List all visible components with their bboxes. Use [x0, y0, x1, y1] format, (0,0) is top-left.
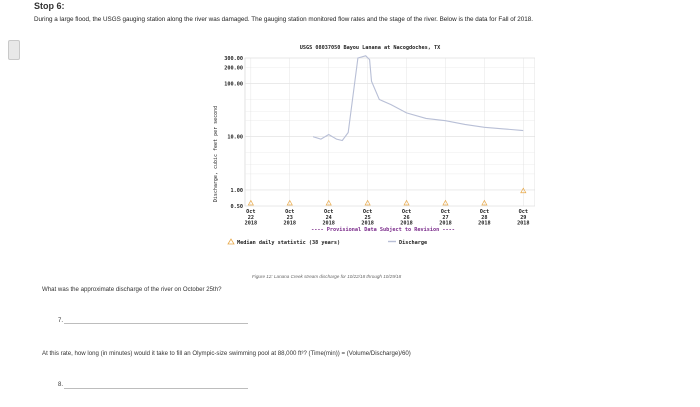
x-tick-label: Oct 27 2018	[439, 209, 452, 227]
x-tick-label-part: Oct	[363, 209, 372, 215]
x-tick-label-part: Oct	[519, 209, 528, 215]
side-panel-handle[interactable]	[8, 40, 20, 60]
median-marker	[325, 199, 332, 206]
y-tick-label: 1.00	[231, 188, 244, 194]
y-tick-label: 300.00	[224, 56, 243, 62]
discharge-line	[312, 55, 524, 142]
legend-median-label: Median daily statistic (38 years)	[237, 240, 340, 246]
y-tick-label: 200.00	[224, 65, 243, 71]
x-tick-label-part: Oct	[285, 209, 294, 215]
x-tick-label: Oct 22 2018	[245, 209, 258, 227]
x-tick-label-part: 2018	[400, 221, 413, 227]
median-marker	[247, 199, 254, 206]
median-marker	[442, 199, 449, 206]
x-tick-label: Oct 29 2018	[517, 209, 530, 227]
x-tick-label-part: 2018	[361, 221, 374, 227]
x-tick-label-part: 28	[481, 215, 487, 221]
y-tick-label: 0.50	[231, 204, 244, 210]
answer-line-8[interactable]	[64, 388, 248, 389]
x-tick-label-part: 2018	[439, 221, 452, 227]
y-tick-label: 10.00	[227, 135, 243, 141]
rate-prompt: At this rate, how long (in minutes) woul…	[42, 350, 411, 357]
y-tick-label: 100.00	[224, 81, 243, 87]
median-marker	[286, 199, 293, 206]
x-tick-label-part: Oct	[402, 209, 411, 215]
x-tick-label-part: 2018	[245, 221, 258, 227]
annotation-text: Provisional Data Subject to Revision	[327, 226, 439, 233]
question-8-number: 8.	[58, 382, 64, 388]
median-marker	[403, 199, 410, 206]
x-tick-label: Oct 23 2018	[284, 209, 297, 227]
x-tick-label-part: 29	[520, 215, 526, 221]
x-tick-label: Oct 28 2018	[478, 209, 491, 227]
answer-line-7[interactable]	[64, 323, 248, 324]
provisional-annotation: ---- Provisional Data Subject to Revisio…	[311, 226, 455, 233]
annotation-dash-right: ----	[439, 227, 455, 233]
median-marker	[520, 187, 527, 194]
grid-lines	[245, 57, 535, 207]
median-marker	[481, 199, 488, 206]
figure-caption: Figure 12: Lanana Creek stream discharge…	[252, 274, 402, 279]
x-tick-label-part: Oct	[441, 209, 450, 215]
legend-discharge-label: Discharge	[399, 240, 427, 246]
x-tick-label-part: Oct	[324, 209, 333, 215]
x-tick-label-part: Oct	[480, 209, 489, 215]
x-tick-label-part: 26	[403, 215, 409, 221]
x-tick-label-part: 25	[364, 215, 370, 221]
x-tick-label-part: 27	[442, 215, 448, 221]
x-tick-label: Oct 25 2018	[361, 209, 374, 227]
annotation-dash-left: ----	[311, 227, 327, 233]
x-tick-label-part: 2018	[517, 221, 530, 227]
legend: Median daily statistic (38 years) Discha…	[227, 238, 427, 246]
data-series	[247, 55, 527, 206]
chart-title: USGS 08037050 Bayou Lanana at Nacogdoche…	[300, 45, 441, 51]
x-tick-label-part: 2018	[478, 221, 491, 227]
intro-text: During a large flood, the USGS gauging s…	[34, 16, 534, 23]
x-tick-label-part: 2018	[284, 221, 297, 227]
y-tick-labels: 300.00 200.00 100.00 10.00 1.00 0.50	[224, 56, 243, 210]
step-title: Stop 6:	[34, 1, 65, 11]
x-tick-label: Oct 24 2018	[322, 209, 335, 227]
x-tick-label-part: 24	[326, 215, 332, 221]
x-tick-label-part: 23	[287, 215, 293, 221]
legend-triangle-icon	[227, 238, 235, 245]
x-tick-label-part: 22	[248, 215, 254, 221]
discharge-chart: USGS 08037050 Bayou Lanana at Nacogdoche…	[213, 45, 535, 246]
x-tick-label: Oct 26 2018	[400, 209, 413, 227]
median-marker	[364, 199, 371, 206]
question-7-text: What was the approximate discharge of th…	[42, 286, 222, 293]
y-axis-label: Discharge, cubic feet per second	[213, 106, 219, 202]
question-7-number: 7.	[58, 318, 64, 324]
x-tick-label-part: Oct	[246, 209, 255, 215]
x-tick-label-part: 2018	[322, 221, 335, 227]
plot-area	[244, 57, 535, 207]
